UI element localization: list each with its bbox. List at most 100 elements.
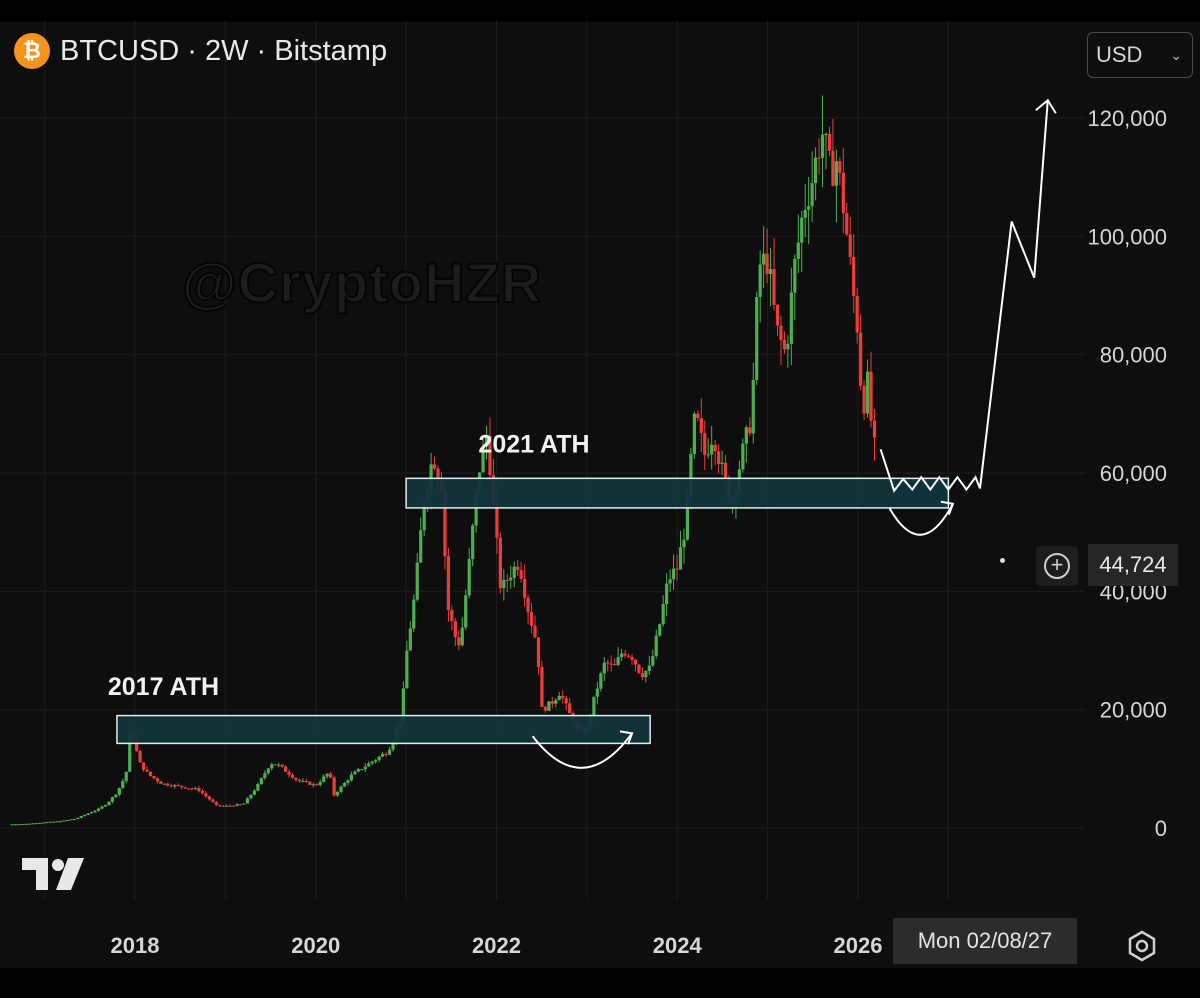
- candle-body: [408, 628, 412, 651]
- candle-body: [606, 662, 610, 664]
- candle-body: [232, 805, 236, 807]
- candle-body: [270, 764, 274, 769]
- candle-body: [498, 537, 502, 589]
- candle-body: [671, 568, 676, 580]
- overlay-layer: [531, 98, 1057, 769]
- candle-body: [266, 768, 270, 774]
- candle-body: [79, 816, 83, 818]
- candle-body: [661, 604, 665, 625]
- candle-body: [10, 824, 14, 826]
- candle-body: [633, 659, 638, 665]
- chevron-down-icon: ⌄: [1170, 46, 1182, 63]
- settings-gear-icon[interactable]: [1126, 930, 1158, 962]
- candle-body: [630, 656, 634, 660]
- candle-body: [845, 213, 849, 235]
- candle-body: [800, 217, 804, 243]
- candle-body: [744, 427, 748, 444]
- candle-body: [339, 786, 343, 793]
- candle-body: [484, 435, 489, 447]
- candle-body: [41, 822, 45, 824]
- candle-body: [471, 525, 475, 560]
- candle-body: [789, 292, 793, 344]
- candle-body: [124, 771, 128, 782]
- support-zone: [405, 477, 950, 509]
- annotation-labels: 2017 ATH 2021 ATH: [108, 430, 590, 701]
- candle-body: [803, 209, 807, 218]
- candle-body: [848, 234, 852, 257]
- candle-body: [155, 778, 160, 782]
- candle-body: [304, 780, 308, 782]
- x-tick-label: 2018: [111, 933, 160, 958]
- candle-body: [238, 804, 243, 806]
- candle-body: [152, 776, 156, 779]
- candle-body: [495, 503, 499, 538]
- tradingview-logo-icon: [22, 858, 84, 890]
- candle-body: [467, 559, 471, 596]
- candle-body: [775, 304, 780, 326]
- bounce-arc-arrow: [531, 732, 633, 769]
- candle-body: [204, 793, 208, 797]
- candle-body: [90, 812, 94, 814]
- candle-body: [623, 653, 627, 656]
- candle-body: [758, 264, 762, 298]
- candle-body: [838, 161, 842, 173]
- candle-body: [405, 650, 409, 689]
- candle-body: [457, 637, 461, 646]
- candle-body: [786, 343, 790, 350]
- candle-body: [865, 371, 870, 414]
- candle-body: [83, 814, 87, 817]
- add-alert-button[interactable]: +: [1036, 546, 1078, 586]
- x-tick-label: 2022: [472, 933, 521, 958]
- candle-body: [110, 797, 114, 802]
- symbol-header[interactable]: ₿ BTCUSD · 2W · Bitstamp: [14, 33, 387, 69]
- arrowhead-icon: [619, 730, 634, 745]
- candle-body: [367, 763, 371, 767]
- candle-body: [741, 443, 745, 470]
- candle-body: [855, 295, 859, 333]
- candle-body: [422, 502, 426, 531]
- candle-body: [706, 454, 710, 456]
- candle-body: [502, 579, 506, 589]
- candle-body: [225, 805, 229, 807]
- candle-body: [245, 798, 250, 804]
- crosshair-dot: [1000, 558, 1005, 563]
- projection-path: [879, 100, 1049, 493]
- candle-body: [103, 804, 108, 807]
- candle-body: [717, 451, 721, 464]
- candle-body: [197, 788, 201, 792]
- candle-body: [159, 781, 163, 784]
- candle-body: [332, 777, 336, 796]
- candle-body: [450, 610, 454, 622]
- y-tick-label: 20,000: [1100, 698, 1167, 723]
- candle-body: [626, 655, 631, 657]
- candle-body: [859, 332, 863, 386]
- candle-body: [55, 821, 59, 823]
- candle-body: [322, 776, 326, 782]
- candle-body: [301, 780, 305, 782]
- candle-body: [609, 663, 613, 665]
- candle-body: [827, 134, 832, 151]
- candle-body: [460, 627, 464, 646]
- candle-body: [349, 774, 354, 781]
- x-axis-labels: 2018 2020 2022 2024 2026: [111, 933, 883, 958]
- symbol-title: BTCUSD · 2W · Bitstamp: [60, 34, 388, 67]
- candle-body: [370, 761, 374, 764]
- candle-body: [259, 778, 263, 784]
- candle-body: [360, 769, 364, 771]
- candle-body: [481, 446, 485, 473]
- candle-body: [841, 172, 845, 214]
- currency-select[interactable]: USD ⌄: [1087, 32, 1193, 78]
- y-tick-label: 100,000: [1087, 224, 1167, 249]
- candle-body: [114, 794, 118, 798]
- candle-body: [69, 819, 73, 821]
- candle-body: [720, 462, 724, 464]
- watermark-text: @CryptoHZR: [181, 250, 543, 315]
- candle-body: [637, 664, 641, 673]
- candle-body: [419, 530, 423, 563]
- candle-body: [44, 822, 49, 824]
- candle-body: [380, 753, 385, 757]
- candle-body: [287, 771, 291, 775]
- annotation-label: 2021 ATH: [478, 430, 589, 458]
- candle-body: [689, 453, 693, 496]
